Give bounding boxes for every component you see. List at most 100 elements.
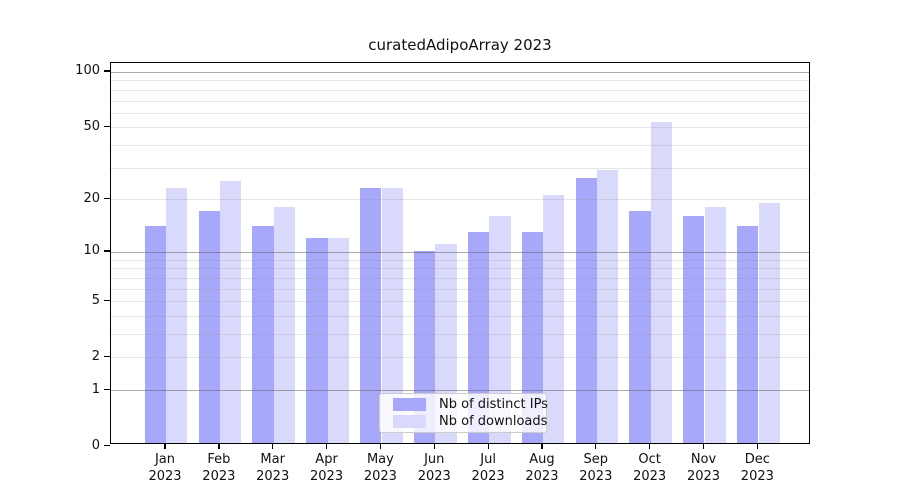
gridline-minor-6	[111, 288, 809, 290]
gridline-minor-9	[111, 259, 809, 261]
x-tick-month-sep: Sep	[583, 452, 609, 467]
gridline-minor-50	[111, 127, 809, 129]
y-tick-mark-5	[104, 299, 110, 301]
gridline-minor-60	[111, 112, 809, 114]
bar-distinct-ips-jan	[144, 226, 166, 443]
x-tick-month-mar: Mar	[260, 452, 285, 467]
x-tick-year-nov: 2023	[686, 468, 721, 484]
x-tick-year-aug: 2023	[525, 468, 559, 484]
x-tick-mark-jan	[164, 444, 166, 449]
y-tick-mark-20	[104, 197, 110, 200]
bar-downloads-feb	[220, 181, 242, 443]
gridline-minor-70	[111, 100, 809, 102]
gridline-major-10	[111, 251, 809, 253]
legend: Nb of distinct IPs Nb of downloads	[379, 393, 548, 433]
x-tick-month-apr: Apr	[315, 452, 338, 467]
x-tick-year-oct: 2023	[633, 468, 667, 484]
x-tick-month-jan: Jan	[154, 452, 176, 467]
legend-label-downloads: Nb of downloads	[439, 414, 548, 429]
bar-distinct-ips-mar	[252, 226, 274, 443]
gridline-minor-8	[111, 268, 809, 270]
legend-item-downloads: Nb of downloads	[393, 414, 547, 429]
bar-distinct-ips-nov	[683, 215, 705, 443]
x-tick-label-jun: Jun 2023	[404, 452, 464, 485]
bar-distinct-ips-dec	[737, 226, 759, 443]
x-tick-mark-mar	[272, 444, 274, 449]
x-tick-label-jan: Jan 2023	[135, 452, 195, 485]
y-tick-label-50: 50	[83, 118, 100, 134]
y-tick-mark-100	[104, 70, 110, 72]
x-tick-month-dec: Dec	[744, 452, 770, 467]
x-tick-year-dec: 2023	[740, 468, 774, 484]
y-tick-mark-2	[104, 355, 110, 358]
gridline-minor-80	[111, 89, 809, 91]
x-tick-mark-jul	[487, 444, 489, 449]
bar-distinct-ips-jul	[467, 231, 490, 443]
bar-downloads-oct	[650, 122, 673, 443]
x-tick-mark-oct	[649, 444, 651, 449]
legend-swatch-downloads	[393, 415, 426, 428]
gridline-major-1	[111, 390, 809, 392]
gridline-minor-4	[111, 315, 809, 317]
x-tick-year-jun: 2023	[417, 468, 451, 484]
bar-distinct-ips-aug	[521, 231, 543, 443]
y-tick-mark-10	[104, 250, 110, 252]
x-tick-month-aug: Aug	[529, 452, 555, 467]
y-tick-label-1: 1	[91, 381, 100, 397]
gridline-minor-90	[111, 80, 809, 82]
bar-distinct-ips-apr	[306, 237, 328, 443]
gridline-minor-2	[111, 357, 809, 359]
legend-label-distinct-ips: Nb of distinct IPs	[439, 397, 548, 412]
bar-downloads-mar	[273, 206, 296, 443]
x-tick-mark-aug	[541, 444, 543, 449]
chart-title: curatedAdipoArray 2023	[368, 36, 552, 54]
gridline-minor-20	[111, 199, 809, 201]
y-tick-mark-1	[104, 388, 110, 391]
y-tick-label-10: 10	[83, 243, 100, 259]
bar-downloads-sep	[597, 169, 619, 443]
gridline-minor-3	[111, 334, 809, 335]
legend-swatch-distinct-ips	[393, 398, 426, 411]
y-tick-mark-0	[104, 445, 110, 447]
x-tick-label-oct: Oct 2023	[620, 452, 680, 485]
x-tick-year-jan: 2023	[148, 468, 182, 484]
y-tick-label-5: 5	[91, 292, 100, 308]
x-tick-year-may: 2023	[363, 468, 397, 484]
x-tick-year-feb: 2023	[202, 468, 236, 484]
x-tick-year-mar: 2023	[256, 468, 290, 484]
x-tick-mark-dec	[756, 444, 759, 449]
bar-distinct-ips-oct	[629, 211, 651, 443]
x-tick-mark-jun	[433, 444, 435, 449]
x-tick-label-feb: Feb 2023	[189, 452, 249, 485]
bar-downloads-dec	[758, 202, 780, 443]
gridline-minor-30	[111, 167, 809, 169]
x-tick-mark-nov	[702, 444, 705, 449]
x-tick-year-apr: 2023	[310, 468, 344, 484]
bar-downloads-apr	[327, 237, 350, 443]
x-tick-year-jul: 2023	[471, 468, 505, 484]
x-tick-month-jul: Jul	[480, 452, 496, 467]
x-tick-year-sep: 2023	[579, 468, 613, 484]
gridline-minor-7	[111, 277, 809, 279]
bar-downloads-may	[381, 187, 403, 443]
x-tick-label-nov: Nov 2023	[674, 452, 734, 485]
x-tick-month-jun: Jun	[424, 452, 445, 467]
bar-distinct-ips-sep	[575, 178, 597, 443]
x-tick-label-mar: Mar 2023	[243, 452, 303, 485]
x-tick-month-may: May	[366, 452, 394, 467]
bar-downloads-jan	[166, 187, 188, 443]
bar-distinct-ips-may	[360, 187, 382, 443]
x-tick-month-oct: Oct	[638, 452, 661, 467]
x-tick-mark-feb	[218, 444, 220, 449]
y-tick-label-0: 0	[91, 438, 100, 453]
x-tick-month-nov: Nov	[690, 452, 717, 467]
x-tick-month-feb: Feb	[207, 452, 231, 467]
bar-distinct-ips-feb	[198, 211, 220, 443]
plot-area	[110, 62, 810, 444]
y-tick-label-20: 20	[83, 190, 100, 206]
x-tick-label-sep: Sep 2023	[566, 452, 626, 485]
gridline-minor-5	[111, 301, 809, 303]
x-tick-label-jul: Jul 2023	[458, 452, 518, 485]
bar-downloads-nov	[704, 206, 726, 443]
